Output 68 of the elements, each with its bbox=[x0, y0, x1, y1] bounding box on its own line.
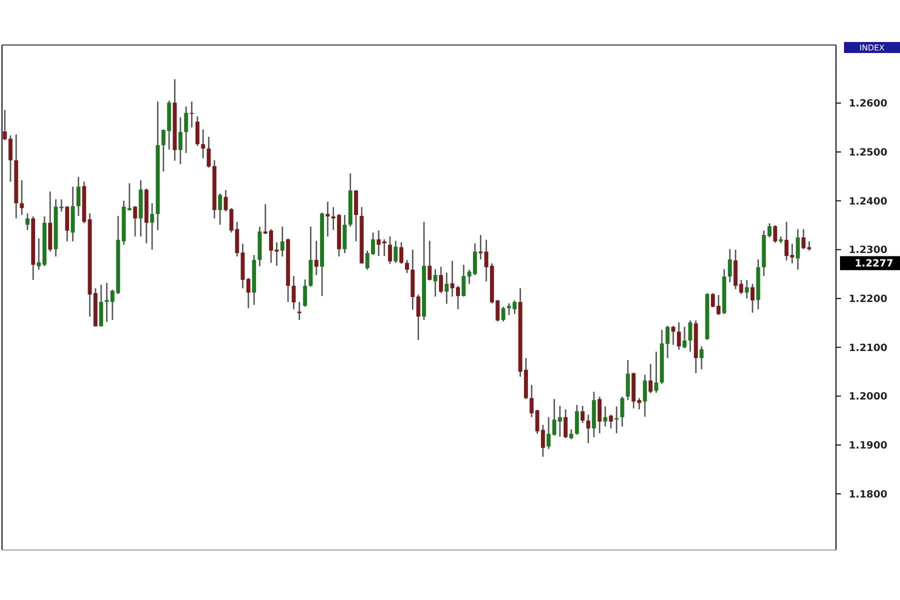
candlestick bbox=[676, 322, 681, 350]
candlestick bbox=[637, 397, 642, 410]
text: INDEX bbox=[859, 43, 886, 52]
candlestick bbox=[314, 240, 318, 276]
candlestick bbox=[796, 228, 800, 270]
y-tick-label: 1.1900 bbox=[848, 440, 888, 452]
candlestick bbox=[133, 205, 138, 238]
candlestick bbox=[150, 202, 154, 250]
candlestick bbox=[654, 351, 658, 394]
candlestick bbox=[773, 224, 778, 244]
y-tick-label: 1.2600 bbox=[848, 98, 888, 110]
candlestick bbox=[478, 234, 483, 260]
candlestick bbox=[750, 283, 755, 314]
text: 1.2277 bbox=[854, 258, 894, 270]
candlestick bbox=[744, 279, 749, 300]
candlestick bbox=[195, 116, 200, 147]
candlestick bbox=[614, 406, 619, 434]
candlestick bbox=[20, 180, 24, 216]
candlestick bbox=[416, 294, 420, 341]
candlestick bbox=[428, 240, 432, 282]
candlestick bbox=[444, 272, 449, 305]
candlestick bbox=[280, 226, 284, 258]
candlestick bbox=[608, 414, 613, 430]
candlestick bbox=[376, 230, 381, 257]
candlestick bbox=[201, 128, 206, 160]
candlestick bbox=[671, 325, 676, 346]
candlestick bbox=[586, 414, 590, 444]
candlestick bbox=[382, 238, 386, 257]
candlestick bbox=[405, 259, 409, 274]
candlestick bbox=[178, 116, 182, 165]
y-tick-label: 1.2200 bbox=[848, 294, 888, 305]
candlestick bbox=[688, 320, 692, 352]
candlestick bbox=[26, 212, 30, 231]
candlestick bbox=[399, 242, 404, 264]
candlestick bbox=[603, 406, 608, 428]
candlestick bbox=[218, 192, 222, 226]
candlestick bbox=[433, 268, 438, 298]
candlestick bbox=[598, 396, 602, 434]
candlestick bbox=[246, 277, 250, 309]
y-tick-label: 1.2100 bbox=[848, 342, 888, 354]
candlestick bbox=[642, 374, 647, 418]
candlestick bbox=[700, 346, 704, 370]
candlestick bbox=[388, 236, 392, 264]
candlestick bbox=[297, 301, 302, 321]
candlestick bbox=[326, 201, 330, 238]
candlestick bbox=[394, 240, 398, 264]
candlestick bbox=[648, 363, 653, 394]
y-tick-label: 1.2300 bbox=[848, 245, 888, 256]
y-tick-label: 1.1800 bbox=[848, 489, 888, 500]
candlestick bbox=[580, 405, 585, 424]
candlestick bbox=[626, 359, 630, 401]
candlestick bbox=[303, 278, 308, 308]
candlestick bbox=[728, 248, 732, 284]
candlestick bbox=[184, 106, 188, 154]
candlestick bbox=[65, 205, 70, 242]
y-tick-label: 1.2400 bbox=[848, 196, 888, 208]
y-tick-label: 1.2000 bbox=[848, 392, 888, 403]
candlestick bbox=[564, 408, 568, 439]
candlestick bbox=[546, 416, 551, 450]
candlestick bbox=[76, 176, 80, 217]
candlestick bbox=[439, 266, 443, 294]
candlestick bbox=[530, 384, 534, 418]
candlestick bbox=[574, 404, 579, 436]
candlestick bbox=[501, 306, 506, 322]
y-tick-label: 1.2500 bbox=[848, 147, 888, 158]
candlestick bbox=[682, 326, 687, 349]
candlestick bbox=[462, 264, 466, 298]
candlestick bbox=[292, 275, 296, 310]
